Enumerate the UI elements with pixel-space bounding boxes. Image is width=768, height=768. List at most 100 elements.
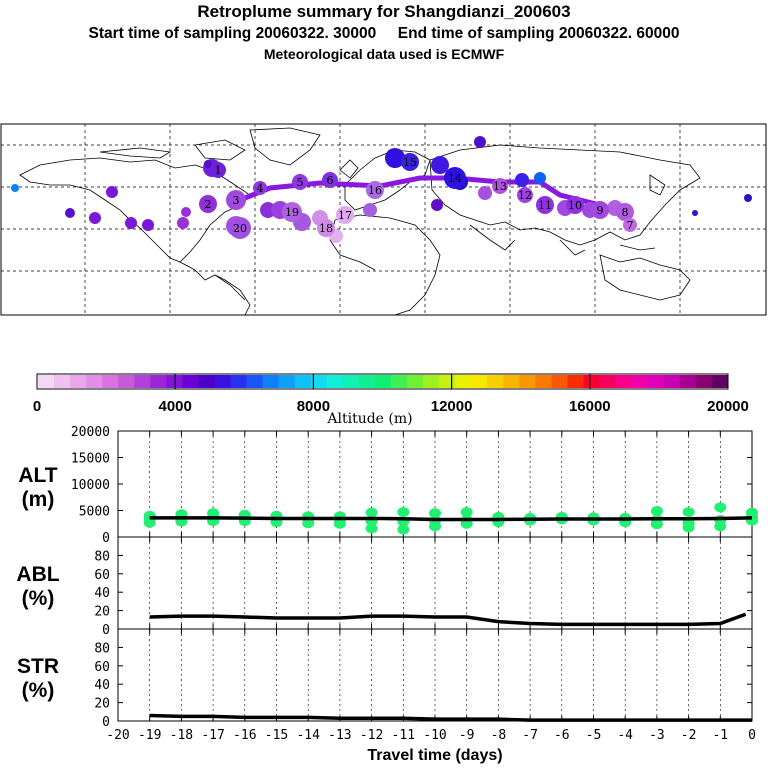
plume-particle bbox=[515, 173, 529, 187]
plume-day-label: 15 bbox=[403, 156, 417, 169]
colorbar-tick-label: 8000 bbox=[297, 398, 330, 415]
x-axis-label: Travel time (days) bbox=[367, 747, 502, 764]
plume-centroid bbox=[616, 203, 634, 221]
panel-ylabel: ABL (%) bbox=[16, 563, 59, 610]
x-tick-label: -20 bbox=[106, 728, 129, 743]
colorbar-cell bbox=[583, 375, 601, 388]
colorbar-cell bbox=[647, 375, 665, 388]
colorbar-cell bbox=[423, 375, 440, 388]
plume-centroid bbox=[517, 187, 533, 203]
map-frame bbox=[0, 123, 767, 316]
coastlines bbox=[19, 127, 701, 316]
plume-day-label: 6 bbox=[327, 174, 334, 187]
plume-centroid bbox=[336, 206, 354, 224]
plume-particle bbox=[204, 160, 212, 168]
alt-point bbox=[460, 507, 473, 518]
plume-centroid bbox=[282, 202, 302, 222]
str-line bbox=[149, 713, 752, 722]
colorbar-cell bbox=[214, 375, 232, 388]
plume-day-label: 17 bbox=[338, 209, 352, 222]
x-tick-label: -13 bbox=[328, 728, 351, 743]
y-tick-label: 40 bbox=[94, 678, 110, 693]
x-tick-label: -6 bbox=[554, 728, 570, 743]
colorbar-cell bbox=[358, 375, 376, 388]
x-tick-label: -11 bbox=[392, 728, 415, 743]
x-tick-label: -19 bbox=[138, 728, 161, 743]
plume-day-label: 13 bbox=[493, 180, 507, 193]
x-tick-label: -15 bbox=[265, 728, 288, 743]
plume-particle bbox=[534, 172, 546, 184]
y-tick-label: 80 bbox=[94, 549, 110, 564]
colorbar-cell bbox=[471, 375, 488, 388]
colorbar-cell bbox=[198, 375, 216, 388]
plume-centroid bbox=[566, 196, 584, 214]
x-tick-label: -10 bbox=[423, 728, 446, 743]
plume-particle bbox=[177, 217, 189, 229]
y-tick-label: 15000 bbox=[71, 452, 110, 467]
colorbar-cell bbox=[551, 375, 569, 388]
colorbar-cell bbox=[663, 375, 681, 388]
y-tick-label: 10000 bbox=[71, 478, 110, 493]
colorbar-tick-label: 12000 bbox=[431, 398, 473, 415]
chart-title: Retroplume summary for Shangdianzi_20060… bbox=[197, 2, 571, 21]
x-tick-label: -2 bbox=[681, 728, 697, 743]
x-tick-label: -16 bbox=[233, 728, 256, 743]
plume-day-label: 1 bbox=[215, 164, 222, 177]
plume-day-label: 4 bbox=[257, 182, 264, 195]
y-tick-label: 0 bbox=[102, 715, 110, 730]
plume-day-label: 8 bbox=[622, 206, 629, 219]
plume-centroid bbox=[322, 172, 338, 188]
colorbar-cell bbox=[134, 375, 151, 388]
abl-line bbox=[149, 612, 747, 627]
plume-day-label: 20 bbox=[233, 222, 247, 235]
plume-day-label: 19 bbox=[285, 206, 299, 219]
y-tick-label: 20000 bbox=[71, 425, 110, 440]
y-tick-label: 80 bbox=[94, 641, 110, 656]
colorbar-cell bbox=[38, 375, 55, 388]
colorbar-cell bbox=[118, 375, 135, 388]
plume-particle bbox=[474, 136, 486, 148]
y-tick-label: 40 bbox=[94, 586, 110, 601]
plume-centroid bbox=[591, 201, 609, 219]
colorbar-cell bbox=[519, 375, 536, 388]
plume-centroid bbox=[210, 162, 226, 178]
plume-centroid bbox=[623, 218, 637, 232]
colorbar-tick-label: 16000 bbox=[569, 398, 611, 415]
plume-particle bbox=[89, 212, 101, 224]
plume-day-label: 5 bbox=[297, 176, 304, 189]
panel-alt: 20000 15000 10000 5000 0 ALT (m) bbox=[18, 425, 758, 546]
colorbar-cell bbox=[294, 375, 312, 388]
colorbar-cell bbox=[374, 375, 392, 388]
colorbar-cell bbox=[631, 375, 649, 388]
plume-centroid bbox=[317, 219, 335, 237]
colorbar-tick-label: 0 bbox=[33, 398, 41, 415]
plume-particle bbox=[125, 217, 137, 229]
plume-particle bbox=[478, 186, 492, 200]
plume-centroid bbox=[366, 181, 384, 199]
plume-particle bbox=[385, 148, 405, 168]
colorbar-cell bbox=[246, 375, 264, 388]
plume-centroid bbox=[536, 196, 554, 214]
alt-point bbox=[365, 507, 378, 518]
colorbar-cell bbox=[102, 375, 119, 388]
alt-point bbox=[682, 507, 695, 518]
alt-point bbox=[714, 502, 727, 513]
alt-mean-line bbox=[149, 516, 753, 522]
y-tick-label: 0 bbox=[102, 623, 110, 638]
plume-centroid bbox=[492, 178, 508, 194]
plume-centroid bbox=[253, 181, 267, 195]
y-tick-label: 60 bbox=[94, 568, 110, 583]
colorbar-cell bbox=[439, 375, 456, 388]
plume-particle bbox=[692, 210, 698, 216]
plume-day-label: 16 bbox=[368, 184, 382, 197]
alt-point bbox=[397, 507, 410, 518]
x-tick-label: -1 bbox=[712, 728, 728, 743]
colorbar-cell bbox=[599, 375, 617, 388]
plume-particle bbox=[181, 207, 191, 217]
colorbar-tick-label: 4000 bbox=[159, 398, 192, 415]
colorbar-cell bbox=[326, 375, 344, 388]
colorbar-cell bbox=[695, 375, 713, 388]
colorbar-cell bbox=[342, 375, 360, 388]
alt-point bbox=[429, 508, 441, 519]
